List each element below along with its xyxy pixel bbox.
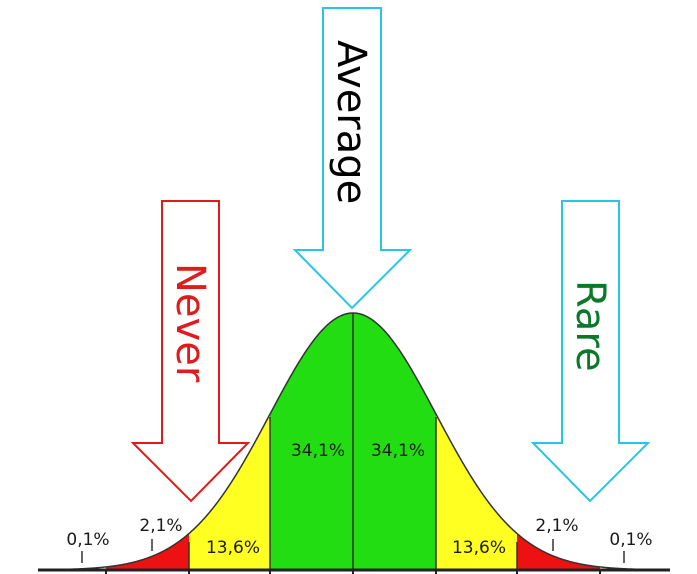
center-right-label: 34,1% bbox=[371, 441, 425, 461]
mid-left-label: 13,6% bbox=[206, 538, 260, 558]
tail-right-label: 2,1% bbox=[535, 516, 578, 536]
rare-arrow: Rare bbox=[530, 200, 651, 503]
mid-right-region bbox=[436, 414, 517, 570]
tail-left-label: 2,1% bbox=[139, 516, 182, 536]
mid-left-region bbox=[189, 414, 270, 570]
mid-right-label: 13,6% bbox=[452, 538, 506, 558]
never-arrow: Never bbox=[130, 200, 251, 503]
down-arrow-icon bbox=[530, 200, 651, 503]
tail-right-region bbox=[517, 533, 600, 570]
center-left-label: 34,1% bbox=[291, 441, 345, 461]
rare-label: Rare bbox=[567, 280, 613, 372]
far-left-label: 0,1% bbox=[66, 530, 109, 550]
far-right-label: 0,1% bbox=[609, 530, 652, 550]
tail-left-region bbox=[106, 533, 189, 570]
never-label: Never bbox=[167, 263, 213, 383]
down-arrow-icon bbox=[130, 200, 251, 503]
bell-curve-line bbox=[39, 312, 669, 571]
down-arrow-icon bbox=[292, 7, 413, 310]
average-label: Average bbox=[328, 40, 374, 204]
average-arrow: Average bbox=[292, 7, 413, 310]
